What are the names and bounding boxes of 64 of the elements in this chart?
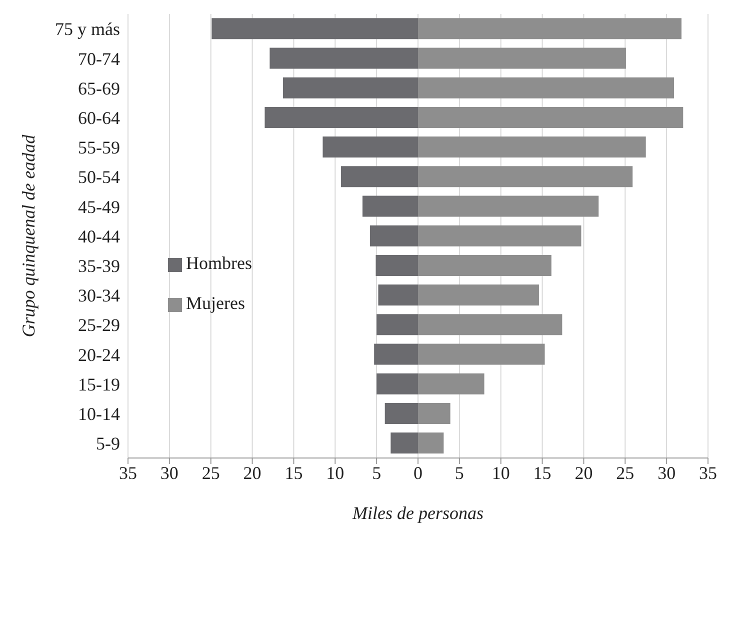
x-tick-label: 10 (492, 462, 510, 483)
y-tick-label: 55-59 (78, 138, 120, 158)
y-tick-label: 35-39 (78, 256, 120, 276)
bar (418, 166, 633, 188)
y-tick-label: 60-64 (78, 108, 120, 128)
bar (370, 225, 418, 246)
bar (390, 432, 418, 454)
x-axis-title: Miles de personas (352, 502, 484, 523)
bar (418, 48, 626, 69)
y-tick-label: 5-9 (96, 434, 120, 454)
bar (322, 136, 418, 158)
y-tick-label: 40-44 (78, 226, 120, 246)
bar (418, 314, 562, 336)
bar (282, 77, 418, 98)
y-tick-label: 75 y más (55, 19, 120, 40)
x-tick-label: 30 (658, 462, 676, 483)
x-tick-label: 25 (202, 462, 220, 483)
y-tick-label: 10-14 (78, 404, 120, 424)
legend-label: Mujeres (186, 293, 245, 313)
x-tick-label: 35 (119, 462, 137, 483)
y-axis-title: Grupo quinquenal de eadad (18, 134, 38, 338)
legend-label: Hombres (186, 253, 252, 273)
x-tick-label: 0 (414, 462, 422, 483)
bar (376, 314, 418, 336)
x-tick-label: 10 (326, 462, 344, 483)
x-tick-label: 30 (160, 462, 178, 483)
bar (418, 402, 450, 424)
bar (418, 106, 684, 128)
bar (418, 432, 444, 454)
y-tick-label: 30-34 (78, 286, 120, 306)
x-tick-label: 20 (243, 462, 262, 483)
x-tick-label: 35 (699, 462, 717, 483)
bar (376, 373, 418, 394)
x-tick-label: 5 (372, 462, 382, 483)
bar (418, 344, 545, 365)
bar (340, 166, 418, 188)
bar (212, 18, 418, 40)
x-tick-label: 15 (533, 462, 552, 483)
x-tick-label: 25 (616, 462, 634, 483)
bar (418, 136, 646, 158)
y-tick-label: 20-24 (78, 344, 120, 365)
y-tick-label: 50-54 (78, 167, 120, 188)
bar (374, 344, 418, 365)
x-tick-label: 15 (284, 462, 303, 483)
y-tick-label: 70-74 (78, 48, 120, 69)
bar (362, 196, 418, 217)
bar (384, 402, 418, 424)
bar (418, 373, 484, 394)
y-tick-label: 65-69 (78, 78, 120, 98)
bar (418, 254, 552, 276)
bar (264, 106, 418, 128)
x-tick-label: 20 (574, 462, 593, 483)
bar (378, 284, 418, 306)
bar (270, 48, 418, 69)
bar (418, 225, 582, 246)
y-tick-label: 15-19 (78, 374, 120, 394)
y-tick-label: 45-49 (78, 196, 120, 217)
bar (418, 196, 599, 217)
bar (418, 284, 539, 306)
bar (418, 18, 682, 40)
x-tick-label: 5 (454, 462, 464, 483)
y-tick-label: 25-29 (78, 315, 120, 336)
bar (418, 77, 674, 98)
bar (376, 254, 418, 276)
